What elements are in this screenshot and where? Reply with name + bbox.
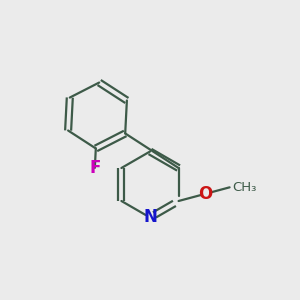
Text: F: F xyxy=(89,159,100,177)
Text: O: O xyxy=(199,185,213,203)
Text: CH₃: CH₃ xyxy=(232,181,256,194)
Text: N: N xyxy=(143,208,157,226)
